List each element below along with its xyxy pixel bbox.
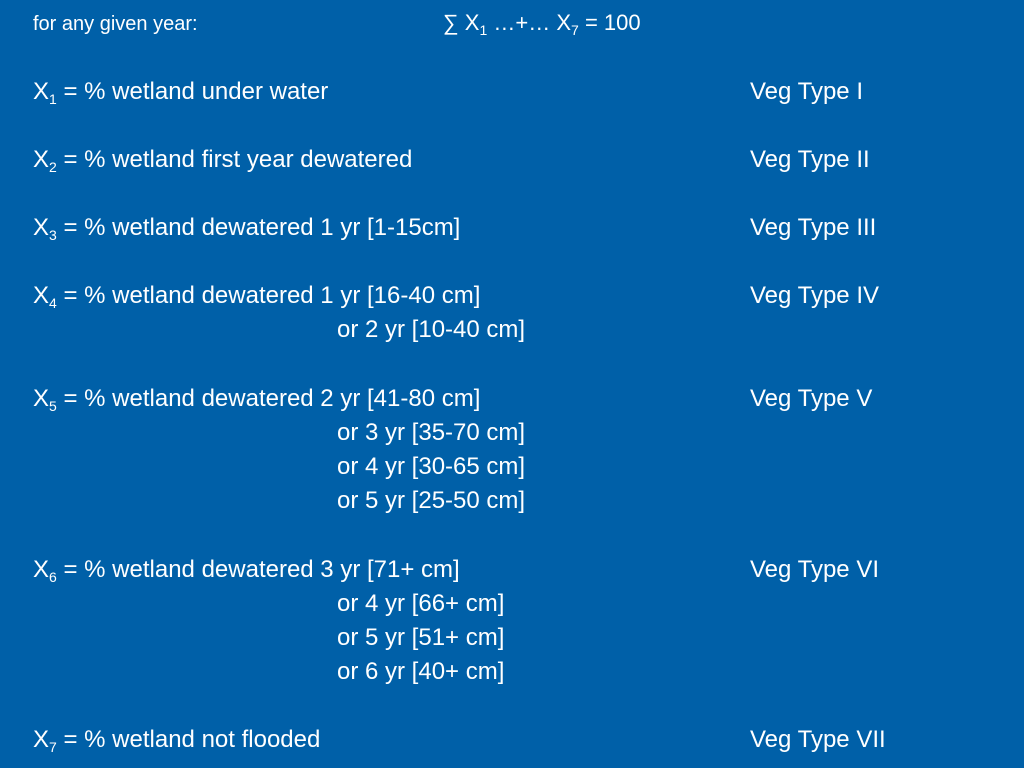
alternative-condition: or 2 yr [10-40 cm] [337,316,526,343]
definition-x3: X3 = % wetland dewatered 1 yr [1-15cm] [33,214,460,242]
alternative-condition: or 3 yr [35-70 cm] [337,419,526,446]
veg-type-x2: Veg Type II [750,146,870,173]
formula-middle: …+… X [487,10,572,35]
alternative-condition: or 4 yr [30-65 cm] [337,453,526,480]
definition-text: = % wetland not flooded [56,726,321,753]
veg-type-x4: Veg Type IV [750,282,879,309]
variable: X [33,146,50,173]
formula-subscript-1: 1 [479,22,488,38]
definition-x1: X1 = % wetland under water [33,78,328,106]
variable: X [33,282,50,309]
definition-x7: X7 = % wetland not flooded [33,726,320,754]
alternative-condition: or 5 yr [25-50 cm] [337,487,526,514]
definition-x2: X2 = % wetland first year dewatered [33,146,412,174]
definition-x5: X5 = % wetland dewatered 2 yr [41-80 cm] [33,385,480,413]
variable: X [33,556,50,583]
variable: X [33,78,50,105]
alternative-condition: or 4 yr [66+ cm] [337,590,505,617]
variable-subscript: 5 [49,398,57,414]
definition-text: = % wetland first year dewatered [56,146,413,173]
variable: X [33,385,50,412]
definition-text: = % wetland dewatered 2 yr [41-80 cm] [56,385,481,412]
formula-subscript-7: 7 [571,22,579,38]
veg-type-x5: Veg Type V [750,385,873,412]
definition-text: = % wetland under water [56,78,329,105]
variable-subscript: 4 [49,295,57,311]
variable-subscript: 3 [49,227,57,243]
alternative-condition: or 6 yr [40+ cm] [337,658,505,685]
variable-subscript: 7 [49,739,57,755]
definition-text: = % wetland dewatered 1 yr [16-40 cm] [56,282,481,309]
alternative-condition: or 5 yr [51+ cm] [337,624,505,651]
definition-text: = % wetland dewatered 1 yr [1-15cm] [56,214,461,241]
veg-type-x6: Veg Type VI [750,556,879,583]
variable: X [33,726,50,753]
variable-subscript: 6 [49,569,57,585]
definition-x6: X6 = % wetland dewatered 3 yr [71+ cm] [33,556,460,584]
sum-formula: ∑ X1 …+… X7 = 100 [443,10,641,38]
veg-type-x3: Veg Type III [750,214,877,241]
variable: X [33,214,50,241]
formula-end: = 100 [578,10,641,35]
veg-type-x7: Veg Type VII [750,726,886,753]
definition-x4: X4 = % wetland dewatered 1 yr [16-40 cm] [33,282,480,310]
veg-type-x1: Veg Type I [750,78,863,105]
variable-subscript: 2 [49,159,57,175]
header-label: for any given year: [33,13,198,35]
definition-text: = % wetland dewatered 3 yr [71+ cm] [56,556,460,583]
variable-subscript: 1 [49,91,57,107]
formula-sum: ∑ X [443,10,480,35]
